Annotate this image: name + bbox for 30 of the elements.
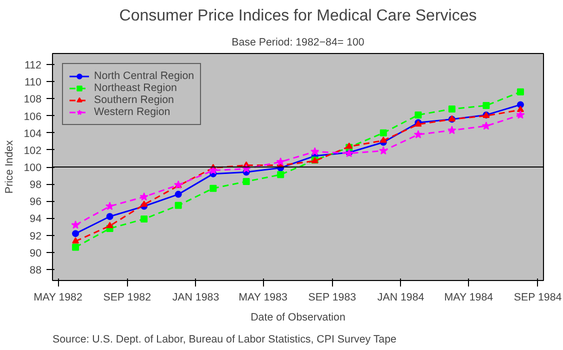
y-tick-label: 104 xyxy=(24,128,42,140)
legend-label: North Central Region xyxy=(94,70,194,82)
y-tick-label: 102 xyxy=(24,144,42,157)
legend-label: Western Region xyxy=(94,106,170,118)
y-tick-label: 96 xyxy=(30,196,42,208)
x-tick-label: MAY 1984 xyxy=(444,292,494,304)
legend-label: Northeast Region xyxy=(94,82,177,94)
x-axis-title: Date of Observation xyxy=(250,312,346,324)
x-tick-label: MAY 1983 xyxy=(238,292,288,304)
x-tick-label: SEP 1982 xyxy=(103,292,152,304)
y-tick-label: 112 xyxy=(24,60,42,72)
y-tick-label: 98 xyxy=(30,179,42,192)
y-tick-label: 108 xyxy=(24,94,42,106)
legend-label: Southern Region xyxy=(94,94,174,106)
y-tick-label: 94 xyxy=(30,213,42,226)
y-tick-label: 90 xyxy=(30,247,42,260)
y-tick-label: 110 xyxy=(24,76,42,89)
y-tick-label: 106 xyxy=(24,110,42,123)
y-tick-label: 100 xyxy=(24,162,42,174)
y-tick-label: 88 xyxy=(30,264,42,276)
x-tick-label: SEP 1983 xyxy=(308,292,356,304)
y-axis-title: Price Index xyxy=(4,140,16,194)
x-tick-label: MAY 1982 xyxy=(34,292,82,304)
x-tick-label: JAN 1984 xyxy=(377,292,424,304)
x-tick-label: JAN 1983 xyxy=(172,292,220,304)
x-tick-label: SEP 1984 xyxy=(514,292,562,304)
chart-title: Consumer Price Indices for Medical Care Services xyxy=(119,8,477,24)
chart-subtitle: Base Period: 1982−84= 100 xyxy=(232,36,364,48)
y-tick-label: 92 xyxy=(30,230,42,242)
source-note: Source: U.S. Dept. of Labor, Bureau of Labor Statistics, CPI Survey Tape xyxy=(52,334,397,346)
